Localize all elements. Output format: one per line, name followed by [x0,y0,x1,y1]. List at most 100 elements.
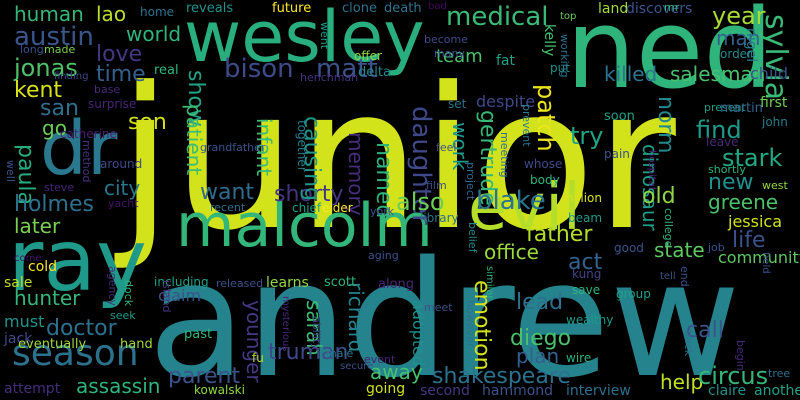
word: man [716,26,761,50]
word: body [530,173,560,187]
word: despite [476,92,536,111]
word: austin [14,22,94,52]
word: stark [722,144,783,172]
word: offer [354,49,382,63]
word: begin [734,340,747,371]
word: greene [708,190,779,214]
word: lao [96,2,127,26]
word: medical [446,2,549,32]
word: community [718,248,800,267]
word: patient [182,104,206,176]
word: go [42,116,67,140]
word: time [96,62,146,87]
word: kowalski [194,383,245,397]
word: must [4,312,45,331]
word: later [14,214,61,238]
word: killed [604,62,658,86]
word: diego [510,326,572,351]
word: season [12,333,139,374]
word: martin [720,101,763,116]
word: want [200,180,255,205]
word: york [370,205,395,218]
word: child [750,64,788,83]
word: around [100,157,143,171]
word: act [568,250,603,275]
word: younger [242,300,266,383]
word: put [550,61,570,75]
word: wire [566,351,592,365]
word: world [126,22,182,46]
word: scott [324,275,357,290]
word: richard [344,282,368,353]
word: jack [4,331,33,347]
word: kent [14,78,63,103]
word: evil [468,171,581,245]
word: secure [340,361,374,372]
word: hospital [646,150,657,190]
word: another [754,383,800,399]
word: including [154,275,209,289]
word: malcolm [176,191,433,261]
word: shortly [708,163,746,176]
word: surprise [88,97,137,111]
word: lead [516,290,564,315]
word: shakespeare [432,364,571,389]
word: john [762,115,788,129]
word: wesley [184,0,425,78]
word: island [160,280,173,313]
word: office [484,240,539,264]
word: long [20,43,44,56]
word: land [598,1,629,17]
word: however [464,300,477,348]
word: library [420,211,459,225]
word: learns [266,275,309,291]
word: working [558,34,571,78]
word: interview [566,383,631,399]
word: yacht [108,197,139,210]
word: ability [310,316,323,350]
word: life [732,228,766,253]
word: grandfather [200,141,266,154]
word: clone [342,1,377,16]
word: catherine [60,127,117,141]
word: holmes [14,192,94,217]
word: future [272,1,312,16]
word: ray [8,211,147,311]
word: many [434,47,465,60]
word: top [560,11,577,22]
word: seek [110,309,136,322]
word: death [384,1,422,16]
word: home [140,5,175,19]
word: claire [708,383,747,399]
word: million [562,191,602,205]
word: ned [566,0,774,113]
word: present [704,101,746,114]
word: job [708,241,725,254]
word: second [420,383,470,399]
word: film [426,179,447,192]
word: jonas [14,54,78,82]
word: discovers [626,1,693,17]
word: west [762,179,788,192]
word: find [696,116,742,144]
word: father [526,222,593,247]
word: salesman [670,62,766,86]
word: along [378,277,415,292]
word: team [436,46,483,67]
word: dock [122,280,135,307]
word: shorty [274,182,344,207]
word: similar [484,266,495,300]
word: made [44,43,76,56]
word: recent [210,201,246,214]
word: kung [572,267,602,281]
word: city [104,176,141,200]
word: junior [118,46,676,274]
word: son [128,110,167,135]
word: going [366,381,406,397]
word: sale [4,275,33,291]
word: real [154,63,179,78]
word: away [370,360,423,384]
word: bad [428,1,447,12]
word: belief [466,222,479,253]
